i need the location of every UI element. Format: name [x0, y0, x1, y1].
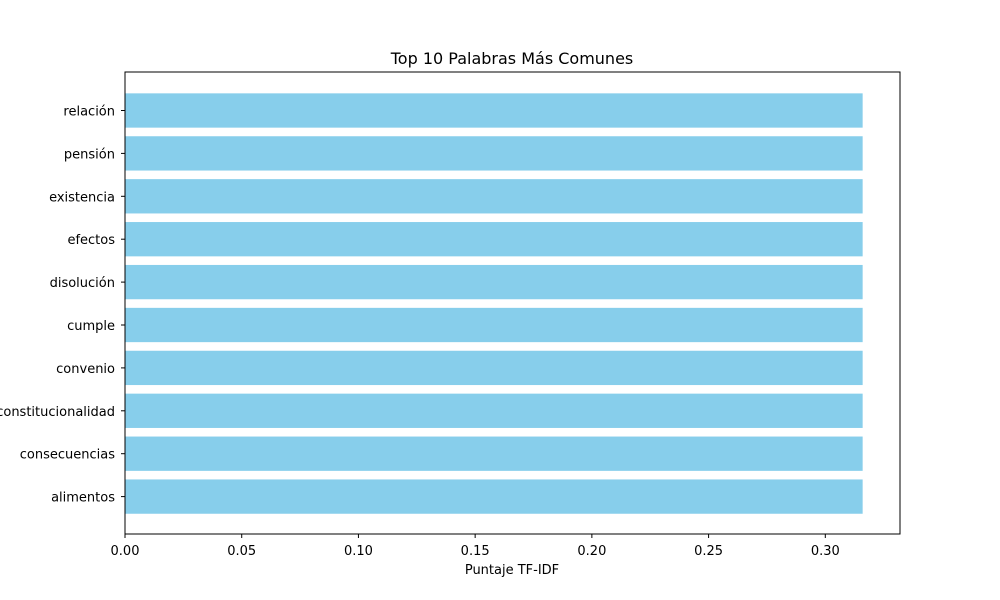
y-tick-label: pensión [64, 147, 115, 162]
y-tick-label: consecuencias [20, 448, 115, 463]
bar [125, 479, 863, 514]
y-tick-label: efectos [67, 233, 115, 248]
y-tick-label: cumple [67, 319, 115, 334]
x-tick-label: 0.00 [111, 544, 140, 559]
x-axis-label: Puntaje TF-IDF [465, 563, 559, 578]
chart-title: Top 10 Palabras Más Comunes [390, 49, 634, 68]
plot-frame [124, 71, 901, 535]
bar [125, 264, 863, 300]
y-tick-label: alimentos [51, 491, 115, 506]
bar [125, 222, 863, 257]
y-axis-ticks: relación pensión existencia efectos disoluci… [0, 105, 125, 506]
bar [125, 179, 863, 214]
bar [125, 307, 863, 343]
x-axis-ticks: 0.00 0.05 0.10 0.15 0.20 0.25 0.30 [111, 534, 840, 559]
x-tick-label: 0.05 [227, 544, 256, 559]
y-tick-label: relación [63, 105, 115, 120]
x-tick-label: 0.25 [694, 544, 723, 559]
bar [125, 350, 863, 386]
bar [125, 136, 863, 171]
bar [125, 436, 863, 471]
bars-group [125, 93, 863, 514]
x-tick-label: 0.10 [344, 544, 373, 559]
x-tick-label: 0.15 [461, 544, 490, 559]
y-tick-label: constitucionalidad [0, 405, 115, 420]
bar [125, 393, 863, 428]
y-tick-label: convenio [56, 362, 115, 377]
x-tick-label: 0.20 [577, 544, 606, 559]
y-tick-label: existencia [49, 190, 115, 205]
bar [125, 93, 863, 128]
x-tick-label: 0.30 [811, 544, 840, 559]
y-tick-label: disolución [50, 276, 115, 291]
